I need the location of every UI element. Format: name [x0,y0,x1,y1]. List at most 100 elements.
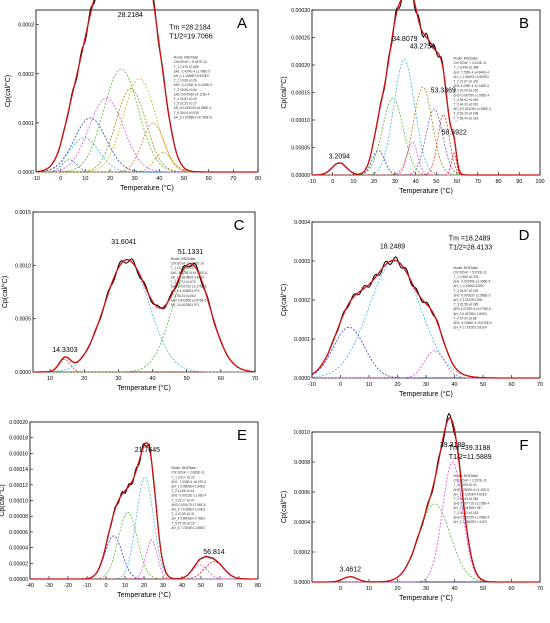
x-tick-label: 40 [179,583,185,589]
x-tick-label: 70 [537,586,543,592]
fit-parameter-text: T_5 44.30 ±0.091 [453,103,478,107]
y-tick-label: 0.00008 [9,514,28,520]
x-tick-label: -10 [83,583,91,589]
annotation-text: T1/2=11.5889 [449,454,492,461]
x-tick-label: 20 [141,583,147,589]
x-tick-label: 40 [451,586,457,592]
fit-parameter-text: ΔH3 0.003755 ±1.085E-4 [453,515,489,519]
component-curve [36,88,258,173]
fit-parameter-text: Model: MN2State [453,474,478,478]
peak-label: 31.6041 [111,239,136,246]
fit-parameter-text: ΔH1 -1.424E-4 ±1.786E-5 [174,69,211,73]
x-tick-label: 40 [413,179,419,185]
fit-parameter-text: ΔH1 2.2809E-4 ±1.30E-5 [453,488,489,492]
fit-parameter-text: ΔH_1 -0.00062.8 663 [453,284,484,288]
y-tick-label: 0.00006 [9,530,28,536]
x-axis-title: Temperature (°C) [399,390,453,398]
fit-parameter-text: ΔH_6 0.001025 ±4.580E-4 [174,106,212,110]
chart-panel-d: -10 0 10 20 30 40 50 60 70 0.0000 0.0001 0.0002 0.00… [280,220,543,398]
y-tick-label: 0.00018 [9,436,28,442]
fit-parameter-text: ΔH1 -0.001560 ±2.306E-5 [453,280,490,284]
annotation-text: T1/2=19.7066 [169,33,213,40]
peak-label: 39.3188 [440,442,465,449]
fit-parameter-text: T_4 47.65 ±0.31 [171,512,194,516]
experimental-curve [35,0,258,173]
x-tick-label: 10 [366,382,372,388]
fit-parameter-text: ΔH1 -7.333E-4 ±6.07E-5 [171,480,206,484]
component-curve [32,259,255,373]
chart-panel-e: -40 -30 -20 -10 0 10 20 30 40 50 60 70 80 0.00000 0.00… [0,420,261,599]
y-tick-label: 0.0003 [294,259,310,265]
y-tick-label: 0.0002 [294,550,310,556]
x-tick-label: 80 [495,179,501,185]
fit-parameter-text: ΔH2 -0.001162 ±1.92E-4 [171,494,206,498]
y-tick-label: 0.00025 [291,36,310,42]
fit-parameter-text: T_6 53.19 ±0.038 [453,112,478,116]
fit-parameter-text: ΔH_1 1.1186E3 6.815E3 [174,74,209,78]
y-tick-label: 0.0000 [294,376,310,382]
fit-parameter-text: ΔH3 0.002506 ±2.875E-5 [171,298,207,302]
fit-parameter-text: ΔH2 0.002762 ±3.175E-5 [171,285,207,289]
fit-parameter-text: T_3 50.24 ±0.062 [171,294,196,298]
fit-parameter-text: T_1 2.576 ±0.389 [174,65,199,69]
x-tick-label: 10 [47,376,53,382]
x-tick-label: 30 [392,179,398,185]
component-curve [312,59,540,176]
fit-parameter-text: Model: MN2State [171,466,196,470]
fit-parameter-text: ΔH_6 1.5258E4 ±6.785E-5 [174,115,212,119]
fit-parameter-text: ΔH_3 6.4578E4 4.56E3 [453,312,487,316]
panel-letter: C [234,217,245,234]
x-tick-label: 50 [198,583,204,589]
fit-parameter-text: ΔH1 -8.678E-5 ±5.560E-6 [171,271,208,275]
fit-parameter-text: Model: MN2State [453,266,478,270]
fit-parameter-text: T_2 35.43 ±0.063 [453,497,478,501]
x-tick-label: 70 [252,376,258,382]
component-curve [311,326,540,379]
x-tick-label: 50 [480,382,486,388]
fit-parameter-text: Model: MN2State [174,56,199,60]
component-curve [36,68,258,173]
panel-letter: D [519,227,530,244]
y-tick-label: 0.00030 [291,8,310,14]
y-tick-label: 0.00016 [9,451,28,457]
peak-label: 3.4612 [340,567,362,574]
x-tick-label: 70 [475,179,481,185]
fitted-sum-curve [312,416,540,583]
fit-parameter-text: ΔH1 7.765E-4 ±4.940E-4 [453,70,489,74]
peak-label: 3.2094 [329,153,351,160]
y-tick-label: 0.00012 [9,483,28,489]
x-tick-label: 70 [537,382,543,388]
panel-letter: F [519,437,528,454]
component-curve [312,461,540,583]
peak-label: 18.2489 [380,243,405,250]
y-tick-label: 0.0003 [18,23,34,29]
fit-parameter-text: ΔH_1 5.9505E4 1.84E3 [171,485,205,489]
chart-panel-f: 0 10 20 30 40 50 60 70 0.0000 0.0002 0.0004 0.0006 0… [280,412,543,602]
fit-parameter-text: Chi^2/DoF = 6.347E-12 [174,60,208,64]
y-axis-title: Cp(cal/°C) [0,484,6,516]
fit-parameter-text: ΔH3 4.0792E-4 ±2.075E-5 [453,307,491,311]
x-tick-label: 40 [156,176,162,182]
fit-parameter-text: T_4 57.00 ±0.88 [453,316,476,320]
y-tick-label: 0.0004 [294,220,310,226]
x-tick-label: 20 [371,179,377,185]
y-tick-label: 0.00014 [9,467,28,473]
fit-parameter-text: T_2 21.67 ±0.242 [453,80,478,84]
fit-parameter-text: ΔH3 0.000750 ±1.995E-4 [453,93,489,97]
fit-parameter-text: T_4 35.92 ±0.049 [453,98,478,102]
component-curve [33,358,255,373]
component-curve [36,97,258,173]
fit-parameter-text: T_2 11.66 ±0.14 [171,489,194,493]
component-curve [312,108,540,176]
x-tick-label: 80 [255,176,261,182]
fit-parameter-text: ΔH_2 4.4438E4 347 [453,506,482,510]
x-tick-label: 50 [480,586,486,592]
y-tick-label: 0.0015 [15,210,31,216]
annotation-text: Tm =39.3188 [449,445,491,452]
y-tick-label: 0.00010 [9,499,28,505]
y-tick-label: 0.00000 [291,173,310,179]
panel-letter: B [519,15,529,32]
fit-parameter-text: ΔH2 0.007716 ±1.195E-4 [453,502,489,506]
component-curve [36,159,258,173]
fit-parameter-text: T_7 58.44 ±0.024 [453,116,478,120]
